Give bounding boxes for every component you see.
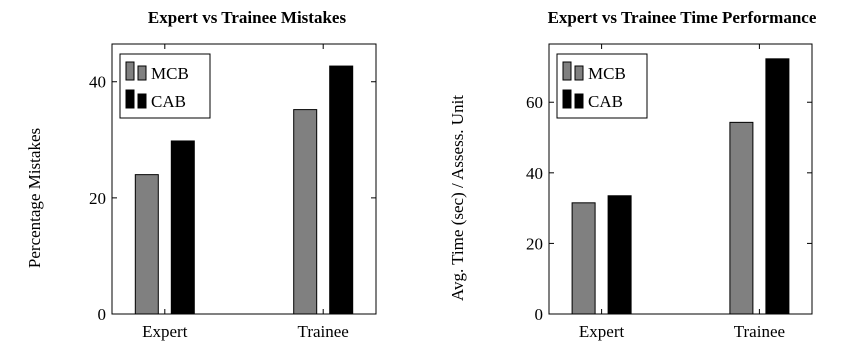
legend-label: CAB bbox=[588, 92, 623, 111]
plot-area: 0 20 40 Expert Trainee MCB CAB bbox=[89, 43, 377, 341]
legend-swatch bbox=[562, 61, 572, 81]
x-tick-label: Expert bbox=[579, 322, 625, 341]
legend-label: MCB bbox=[151, 64, 189, 83]
y-tick-label: 40 bbox=[89, 73, 106, 92]
bar-cab-trainee bbox=[765, 58, 790, 315]
time-performance-chart: Expert vs Trainee Time Performance Avg. … bbox=[448, 8, 817, 341]
bar-cab-expert bbox=[607, 195, 632, 315]
legend: MCB CAB bbox=[556, 53, 648, 119]
y-tick-label: 20 bbox=[89, 189, 106, 208]
y-tick-label: 60 bbox=[526, 93, 543, 112]
y-tick-label: 0 bbox=[98, 305, 107, 324]
legend-box bbox=[556, 53, 648, 119]
bar-mcb-trainee bbox=[729, 121, 754, 315]
legend-label: CAB bbox=[151, 92, 186, 111]
y-tick-label: 40 bbox=[526, 164, 543, 183]
bar-mcb-trainee bbox=[293, 109, 318, 315]
bar-mcb-expert bbox=[571, 202, 596, 315]
bar-mcb-expert bbox=[134, 174, 159, 315]
chart-title: Expert vs Trainee Time Performance bbox=[548, 8, 817, 27]
legend-swatch bbox=[125, 89, 135, 109]
legend: MCB CAB bbox=[119, 53, 211, 119]
y-axis-label: Percentage Mistakes bbox=[25, 128, 44, 268]
plot-frame bbox=[548, 43, 813, 315]
y-axis-label: Avg. Time (sec) / Assess. Unit bbox=[448, 95, 467, 301]
legend-label: MCB bbox=[588, 64, 626, 83]
x-tick-label: Expert bbox=[142, 322, 188, 341]
plot-frame bbox=[111, 43, 377, 315]
legend-swatch bbox=[574, 93, 584, 109]
legend-swatch bbox=[574, 65, 584, 81]
plot-area: 0 20 40 60 Expert Trainee MCB CAB bbox=[526, 43, 813, 341]
x-tick-label: Trainee bbox=[298, 322, 349, 341]
legend-swatch bbox=[125, 61, 135, 81]
y-tick-label: 20 bbox=[526, 234, 543, 253]
chart-title: Expert vs Trainee Mistakes bbox=[148, 8, 347, 27]
bar-cab-expert bbox=[170, 140, 195, 315]
y-tick-label: 0 bbox=[535, 305, 544, 324]
legend-swatch bbox=[137, 93, 147, 109]
x-tick-label: Trainee bbox=[734, 322, 785, 341]
legend-swatch bbox=[562, 89, 572, 109]
mistakes-chart: Expert vs Trainee Mistakes Percentage Mi… bbox=[25, 8, 377, 341]
bar-cab-trainee bbox=[329, 65, 354, 315]
legend-box bbox=[119, 53, 211, 119]
legend-swatch bbox=[137, 65, 147, 81]
